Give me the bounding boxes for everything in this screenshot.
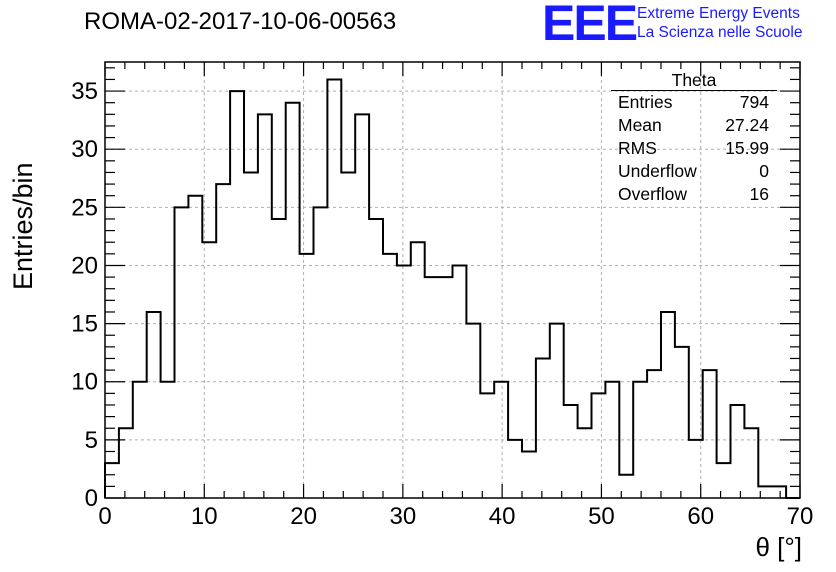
histogram-bin [536,358,550,498]
histogram-bin [119,428,133,498]
x-tick-label: 30 [390,503,417,530]
histogram-bin [522,451,536,498]
stats-row-underflow: Underflow 0 [611,160,777,183]
histogram-bin [411,242,425,498]
x-tick-label: 0 [98,503,111,530]
run-title: ROMA-02-2017-10-06-00563 [84,8,397,35]
stats-value: 15.99 [725,138,769,158]
histogram-bin [592,393,606,498]
histogram-bin [550,324,564,498]
tick-labels: 0 10 20 30 40 50 60 70 0 5 10 15 20 25 30 35 [71,78,813,530]
stats-value: 0 [759,161,769,181]
stats-value: 27.24 [725,115,769,135]
histogram-bin [661,312,675,498]
histogram-bin [355,114,369,498]
logo-line-1: Extreme Energy Events [637,5,800,22]
histogram-bin [397,265,411,498]
histogram-bin [675,347,689,498]
y-tick-label: 30 [71,136,98,163]
histogram-bin [578,428,592,498]
x-tick-label: 70 [787,503,814,530]
stats-label: Entries [618,92,673,112]
x-tick-label: 50 [588,503,615,530]
histogram-bin [744,428,758,498]
logo-line-2: La Scienza nelle Scuole [637,24,803,41]
stats-label: Mean [618,115,662,135]
histogram-bin [327,79,341,498]
histogram-bin [647,370,661,498]
axis-ticks [104,62,801,499]
stats-box: Theta Entries 794 Mean 27.24 RMS 15.99 U… [611,70,777,206]
histogram-bin [564,405,578,498]
grid-lines [105,62,800,498]
stats-row-overflow: Overflow 16 [611,183,777,206]
x-tick-label: 10 [191,503,218,530]
y-tick-label: 25 [71,194,98,221]
histogram-bin [383,254,397,498]
histogram-bin [133,382,147,498]
stats-label: Underflow [618,161,697,181]
y-tick-label: 0 [85,485,98,512]
y-tick-label: 10 [71,369,98,396]
histogram-bin [731,405,745,498]
histogram-bin [439,277,453,498]
histogram-bin [466,324,480,498]
histogram-bin [717,463,731,498]
histogram-bin [175,207,189,498]
histogram-bin [230,91,244,498]
y-axis-label: Entries/bin [8,162,38,290]
stats-row-rms: RMS 15.99 [611,137,777,160]
y-tick-label: 5 [85,427,98,454]
histogram-bin [258,114,272,498]
y-tick-label: 20 [71,252,98,279]
stats-row-entries: Entries 794 [611,91,777,114]
histogram-bin [105,463,119,498]
histogram-outline [104,78,800,499]
histogram-bin [286,103,300,498]
histogram-bin [480,393,494,498]
histogram-bin [147,312,161,498]
histogram-bin [508,440,522,498]
logo-mark: EEE [542,0,638,51]
histogram-bin [314,207,328,498]
histogram-bin [216,184,230,498]
stats-title: Theta [611,70,777,91]
histogram-bin [341,172,355,498]
x-axis-label: θ [°] [755,532,802,562]
histogram-bin [369,219,383,498]
x-tick-label: 20 [290,503,317,530]
histogram-bin [425,277,439,498]
stats-value: 794 [739,92,769,112]
histogram-bin [272,219,286,498]
plot-frame [104,61,801,499]
histogram-bin [772,486,786,498]
y-tick-label: 35 [71,78,98,105]
histogram-bin [703,370,717,498]
x-tick-label: 40 [489,503,516,530]
stats-label: RMS [618,138,657,158]
stats-row-mean: Mean 27.24 [611,114,777,137]
logo-text: Extreme Energy Events La Scienza nelle S… [637,4,802,42]
stats-label: Overflow [618,184,688,204]
y-tick-label: 15 [71,311,98,338]
stats-value: 16 [749,184,769,204]
histogram-bin [300,254,314,498]
x-tick-label: 60 [687,503,714,530]
histogram-bin [244,172,258,498]
histogram-bin [188,196,202,498]
